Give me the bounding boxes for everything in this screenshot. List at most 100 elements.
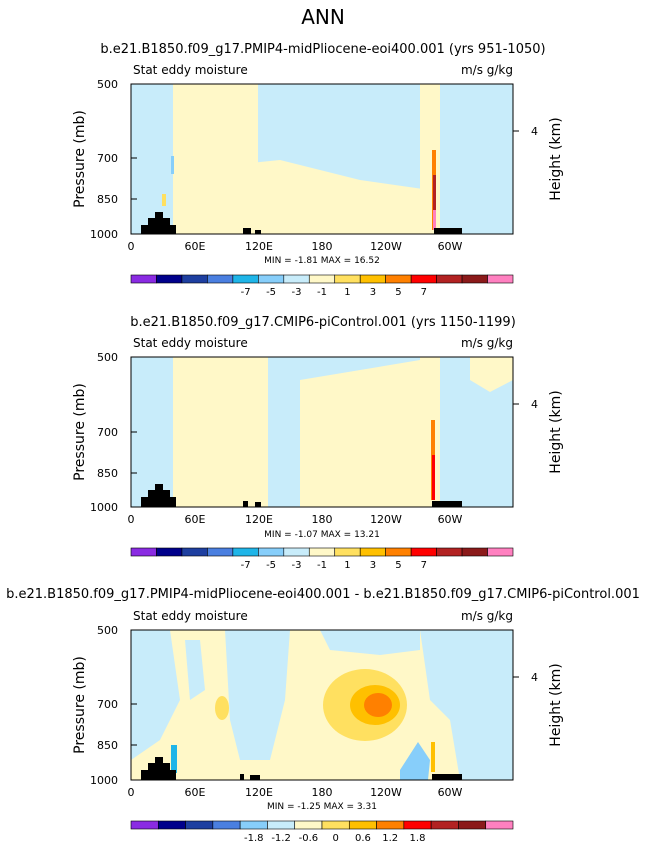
colorbar-label: 1 <box>344 560 350 571</box>
panel-1-xtick: 60E <box>185 240 206 253</box>
panel-1-ytick: 700 <box>97 152 118 165</box>
colorbar-swatch <box>385 274 412 284</box>
panel-3: b.e21.B1850.f09_g17.PMIP4-midPliocene-eo… <box>6 587 640 844</box>
colorbar-label: 0.6 <box>355 833 371 844</box>
colorbar-label: -1 <box>317 287 327 298</box>
panel-3-ytick: 850 <box>97 739 118 752</box>
colorbar-swatch <box>461 547 488 557</box>
panel-3-xtick: 120E <box>245 786 273 799</box>
colorbar-swatch <box>410 547 437 557</box>
colorbar-swatch <box>308 547 336 557</box>
panel-1-ytick: 500 <box>97 78 118 91</box>
page-title: ANN <box>301 5 345 29</box>
colorbar-label: 1.8 <box>410 833 426 844</box>
panel-3-ylabel: Pressure (mb) <box>72 656 88 754</box>
colorbar-swatch <box>334 547 361 557</box>
colorbar-swatch <box>359 547 386 557</box>
colorbar-swatch <box>181 274 208 284</box>
colorbar-swatch <box>239 820 268 830</box>
colorbar-label: 5 <box>395 287 401 298</box>
panel-2-title: b.e21.B1850.f09_g17.CMIP6-piControl.001 … <box>130 315 516 330</box>
colorbar-swatch <box>376 820 405 830</box>
panel-1-y2tick: 4 <box>531 125 538 138</box>
colorbar-swatch <box>258 547 285 557</box>
colorbar-swatch <box>436 274 463 284</box>
panel-3-xtick: 120W <box>370 786 402 799</box>
panel-3-y2tick: 4 <box>531 671 538 684</box>
colorbar-swatch <box>212 820 241 830</box>
panel-2-ytick: 500 <box>97 351 118 364</box>
colorbar-swatch <box>436 547 463 557</box>
colorbar-label: 1.2 <box>382 833 398 844</box>
panel-3-ytick: 1000 <box>90 774 118 787</box>
colorbar-swatch <box>267 820 296 830</box>
colorbar-label: -3 <box>292 560 302 571</box>
colorbar-label: 0 <box>332 833 338 844</box>
panel-1-xticks: 0 60E 120E 180 120W 60W <box>128 240 463 253</box>
panel-1-units: m/s g/kg <box>461 63 513 77</box>
panel-1-colorbar: -7 -5 -3 -1 1 3 5 7 <box>130 274 514 298</box>
colorbar-label: -5 <box>266 560 276 571</box>
panel-1-y2label: Height (km) <box>548 117 564 200</box>
panel-3-ytick: 500 <box>97 624 118 637</box>
colorbar-swatch <box>308 274 336 284</box>
panel-1-ylabel: Pressure (mb) <box>72 110 88 208</box>
colorbar-swatch <box>207 547 234 557</box>
panel-2-stats: MIN = -1.07 MAX = 13.21 <box>264 530 380 540</box>
colorbar-swatch <box>232 274 259 284</box>
colorbar-label: 3 <box>370 287 376 298</box>
panel-1-xtick: 180 <box>312 240 333 253</box>
panel-2-y2label: Height (km) <box>548 390 564 473</box>
panel-1-field-label: Stat eddy moisture <box>133 63 248 77</box>
colorbar-swatch <box>130 274 157 284</box>
panel-3-stats: MIN = -1.25 MAX = 3.31 <box>267 802 377 812</box>
panel-1-xtick: 0 <box>128 240 135 253</box>
colorbar-swatch <box>485 820 514 830</box>
panel-2-plot-area <box>130 356 514 508</box>
colorbar-swatch <box>156 274 183 284</box>
colorbar-swatch <box>157 820 186 830</box>
panel-3-xtick: 60W <box>438 786 463 799</box>
colorbar-swatch <box>130 547 157 557</box>
panel-1-ytick: 1000 <box>90 228 118 241</box>
colorbar-swatch <box>461 274 488 284</box>
colorbar-label: -7 <box>241 287 251 298</box>
colorbar-swatch <box>294 820 323 830</box>
panel-1: b.e21.B1850.f09_g17.PMIP4-midPliocene-eo… <box>72 42 564 298</box>
panel-1-ytick: 850 <box>97 193 118 206</box>
panel-3-ytick: 700 <box>97 698 118 711</box>
panel-3-colorbar: -1.8 -1.2 -0.6 0 0.6 1.2 1.8 <box>130 820 514 844</box>
colorbar-swatch <box>207 274 234 284</box>
colorbar-swatch <box>487 274 514 284</box>
colorbar-swatch <box>403 820 432 830</box>
panel-3-xtick: 180 <box>312 786 333 799</box>
colorbar-label: -0.6 <box>299 833 319 844</box>
colorbar-label: -1 <box>317 560 327 571</box>
colorbar-label: -1.2 <box>271 833 291 844</box>
colorbar-swatch <box>410 274 437 284</box>
colorbar-swatch <box>258 274 285 284</box>
colorbar-swatch <box>321 820 350 830</box>
panel-1-title: b.e21.B1850.f09_g17.PMIP4-midPliocene-eo… <box>100 42 545 57</box>
colorbar-swatch <box>232 547 259 557</box>
colorbar-swatch <box>385 547 412 557</box>
colorbar-swatch <box>334 274 361 284</box>
colorbar-swatch <box>181 547 208 557</box>
colorbar-label: -3 <box>292 287 302 298</box>
panel-1-xtick: 120E <box>245 240 273 253</box>
panel-2-colorbar: -7 -5 -3 -1 1 3 5 7 <box>130 547 514 571</box>
colorbar-label: 5 <box>395 560 401 571</box>
colorbar-label: -7 <box>241 560 251 571</box>
colorbar-label: -5 <box>266 287 276 298</box>
panel-2-y2tick: 4 <box>531 398 538 411</box>
panel-3-plot-area <box>130 629 514 781</box>
panel-2-ylabel: Pressure (mb) <box>72 383 88 481</box>
colorbar-swatch <box>283 547 310 557</box>
panel-2-xtick: 60W <box>438 513 463 526</box>
panel-3-units: m/s g/kg <box>461 609 513 623</box>
panel-3-y2label: Height (km) <box>548 663 564 746</box>
panel-2-xtick: 120W <box>370 513 402 526</box>
panel-3-xticks: 0 60E 120E 180 120W 60W <box>128 786 463 799</box>
panel-3-title: b.e21.B1850.f09_g17.PMIP4-midPliocene-eo… <box>6 587 640 602</box>
